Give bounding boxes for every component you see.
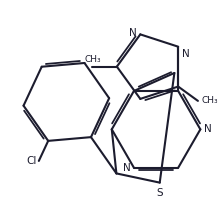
Text: S: S xyxy=(156,188,163,198)
Text: Cl: Cl xyxy=(26,156,37,166)
Text: N: N xyxy=(204,124,212,134)
Text: CH₃: CH₃ xyxy=(84,54,101,64)
Text: N: N xyxy=(182,49,190,59)
Text: CH₃: CH₃ xyxy=(201,96,218,105)
Text: N: N xyxy=(123,163,130,173)
Text: N: N xyxy=(129,28,137,38)
